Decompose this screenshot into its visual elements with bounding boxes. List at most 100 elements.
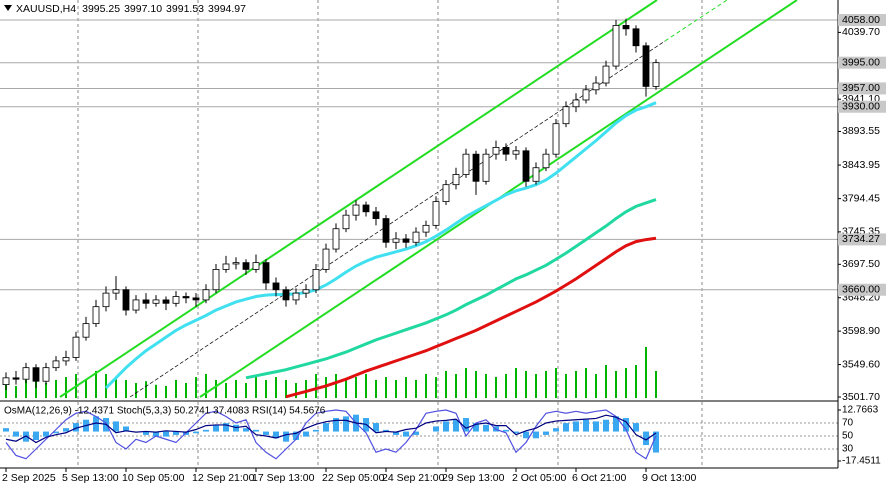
candle-body [582,89,590,101]
volume-bar [445,371,447,398]
level-label: 3995.00 [842,56,880,68]
candle-body [312,269,320,291]
candle-body [212,269,220,291]
candle-body [362,204,370,213]
candle-body [122,289,130,311]
level-box [838,100,886,113]
candle-body [42,367,50,382]
indicator-line [5,414,657,444]
osma-bar [633,423,639,432]
close: 3994.97 [208,3,246,15]
indicator-label: OsMA(12,26,9) -12.4371 Stoch(5,3,3) 50.2… [4,406,326,417]
osma-bar [573,421,579,432]
volume-bar [565,374,567,398]
volume-bar [535,374,537,398]
x-tick-label: 24 Sep 21:00 [382,472,445,484]
candle-body [342,214,350,230]
volume-bar [345,380,347,398]
osma-bar [93,416,99,432]
volume-bar [615,371,617,398]
candle-body [262,262,270,284]
candle-body [602,65,610,84]
volume-bar [495,377,497,398]
candle-body [202,289,210,301]
volume-bar [385,377,387,398]
volume-bar [275,377,277,398]
osma-bar [373,423,379,432]
candle-body [592,82,600,91]
level-label: 3957.00 [842,82,880,94]
volume-bar [215,380,217,398]
candle-body [152,299,160,304]
osma-bar [413,431,419,435]
volume-bar [485,374,487,398]
candle-body [482,153,490,182]
candle-body [512,150,520,155]
volume-bar [85,380,87,398]
osma-bar [283,431,289,442]
level-box [838,283,886,296]
x-tick-label: 17 Sep 13:00 [252,472,315,484]
open: 3995.25 [82,3,120,15]
candle-body [562,106,570,125]
y-tick-label: 3697.50 [842,258,880,270]
candle-body [52,360,60,369]
osma-bar [233,424,239,432]
candle-body [462,153,470,175]
candle-body [392,238,400,243]
osma-bar [223,423,229,432]
osma-bar [343,416,349,432]
osma-bar [33,431,39,440]
osma-bar [243,428,249,432]
volume-bar [135,383,137,398]
osma-bar [303,431,309,437]
candle-body [222,263,230,270]
volume-bar [145,381,147,398]
candle-body [622,25,630,30]
candle-body [252,262,260,270]
level-box [838,56,886,69]
volume-bar [575,371,577,398]
osma-bar [313,429,319,432]
volume-bar [455,374,457,398]
osma-bar [53,431,59,434]
x-tick-label: 9 Oct 13:00 [642,472,696,484]
osma-bar [603,419,609,432]
osma-bar [143,431,149,435]
volume-bar [115,377,117,398]
volume-bar [225,383,227,398]
candle-body [172,296,180,304]
volume-bar [305,380,307,398]
indicator-y-label: 12.7663 [842,405,879,416]
osma-bar [523,431,529,439]
candle-body [72,336,80,358]
volume-bar [395,380,397,398]
candle-body [22,367,30,380]
osma-bar [653,431,659,453]
indicator-line [5,409,657,460]
osma-bar [203,429,209,432]
volume-bar [605,365,607,398]
candle-body [412,231,420,243]
volume-bar [475,371,477,398]
candle-body [232,262,240,265]
volume-bar [525,371,527,398]
header-text: XAUUSD,H4 3995.25 3997.10 3991.53 3994.97 [16,3,246,15]
low: 3991.53 [166,3,204,15]
levels [0,19,838,291]
volume-bar [365,374,367,398]
osma-bar [113,421,119,432]
osma-bar [163,431,169,437]
candle-body [62,357,70,362]
menu-arrow[interactable] [4,5,12,11]
osma-bar [453,419,459,432]
candle-body [12,377,20,380]
candle-body [182,296,190,299]
volume-bar [415,380,417,398]
volume-bar [25,380,27,398]
channel-median-ext [664,0,728,42]
indicator-y2-label: 50 [842,431,854,442]
osma-bar [513,431,519,434]
osma-bar [563,423,569,432]
osma-bar [293,431,299,440]
